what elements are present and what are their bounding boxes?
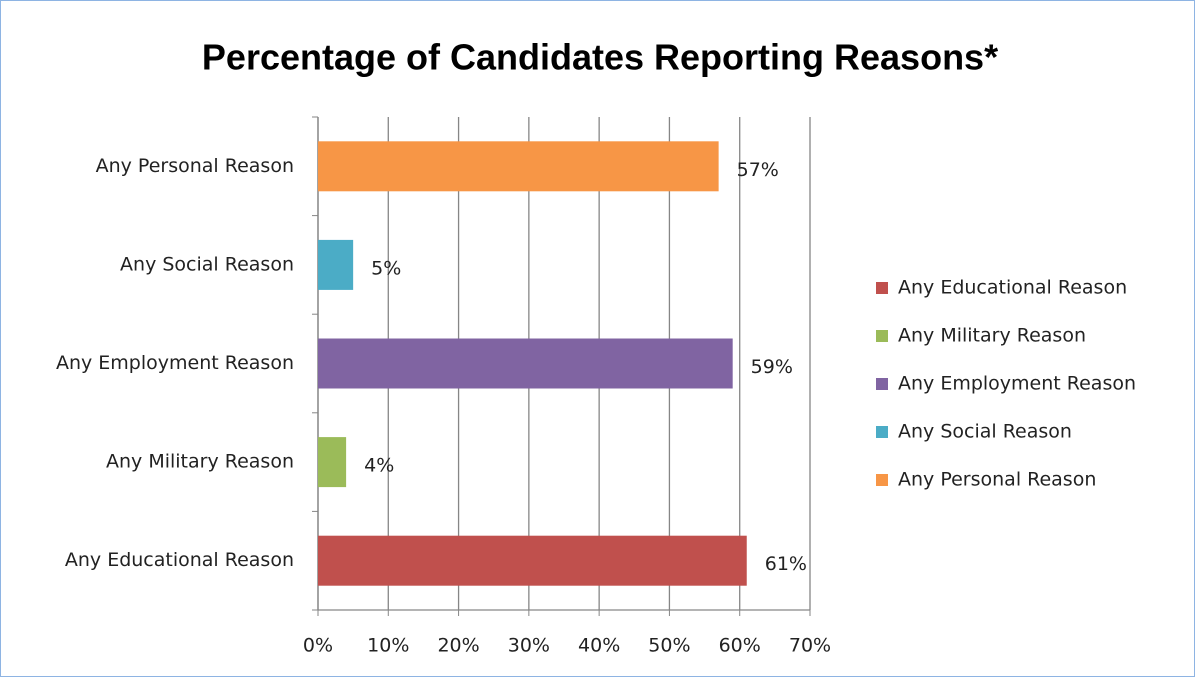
legend-swatch — [876, 330, 888, 342]
bar — [318, 535, 747, 586]
bar — [318, 338, 733, 389]
x-tick-label: 40% — [578, 635, 620, 657]
legend-label: Any Educational Reason — [898, 277, 1127, 299]
legend-swatch — [876, 426, 888, 438]
y-tick-label: Any Educational Reason — [65, 549, 294, 571]
legend-swatch — [876, 474, 888, 486]
legend-label: Any Military Reason — [898, 325, 1086, 347]
legend-swatch — [876, 282, 888, 294]
y-tick-label: Any Personal Reason — [96, 155, 294, 177]
chart-title: Percentage of Candidates Reporting Reaso… — [202, 37, 998, 78]
bar — [318, 437, 347, 488]
bar — [318, 239, 354, 290]
value-label: 5% — [371, 257, 401, 279]
legend-label: Any Personal Reason — [898, 469, 1096, 491]
x-tick-label: 20% — [437, 635, 479, 657]
y-tick-label: Any Employment Reason — [56, 352, 294, 374]
x-tick-label: 10% — [367, 635, 409, 657]
legend-label: Any Employment Reason — [898, 373, 1136, 395]
legend-swatch — [876, 378, 888, 390]
legend-label: Any Social Reason — [898, 421, 1072, 443]
value-label: 59% — [751, 356, 793, 378]
y-tick-label: Any Social Reason — [120, 253, 294, 275]
x-tick-label: 50% — [648, 635, 690, 657]
x-tick-label: 60% — [719, 635, 761, 657]
x-tick-label: 30% — [508, 635, 550, 657]
x-tick-label: 70% — [789, 635, 831, 657]
y-tick-label: Any Military Reason — [106, 451, 294, 473]
value-label: 57% — [737, 159, 779, 181]
bar — [318, 141, 719, 192]
value-label: 61% — [765, 553, 807, 575]
value-label: 4% — [364, 455, 394, 477]
x-tick-label: 0% — [303, 635, 333, 657]
